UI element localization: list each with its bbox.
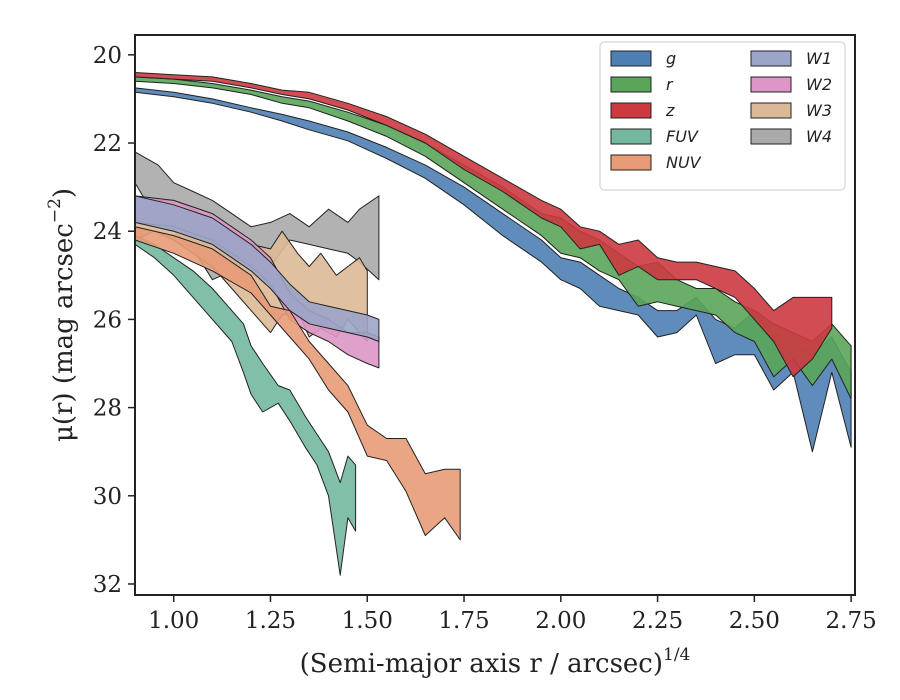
legend-label-nuv: NUV — [666, 153, 702, 172]
legend-label-fuv: FUV — [666, 127, 699, 146]
y-tick-label: 22 — [93, 131, 122, 157]
legend: grz FUV NUV W1 W2 W3 W4 — [599, 41, 846, 191]
x-tick-label: 1.50 — [342, 608, 393, 634]
band-nuv — [134, 226, 461, 541]
band-g — [134, 87, 852, 453]
legend-label-g: g — [666, 49, 676, 68]
legend-swatch-fuv — [610, 128, 652, 145]
legend-label-r: r — [666, 75, 674, 94]
x-tick-label: 1.75 — [438, 608, 489, 634]
legend-swatch-nuv — [610, 154, 652, 171]
legend-swatch-w3 — [750, 102, 792, 119]
legend-label-w4: W4 — [806, 127, 832, 146]
x-axis: 1.00 1.25 1.50 1.75 2.00 2.25 2.50 2.75 — [148, 595, 877, 634]
y-tick-label: 32 — [93, 572, 122, 598]
x-axis-label: (Semi-major axis r / arcsec)1/4 — [300, 645, 691, 679]
legend-label-z: z — [665, 101, 675, 120]
legend-label-w1: W1 — [806, 49, 832, 68]
x-tick-label: 2.75 — [826, 608, 877, 634]
x-tick-label: 1.25 — [245, 608, 296, 634]
legend-label-w2: W2 — [806, 75, 832, 94]
x-tick-label: 1.00 — [148, 608, 199, 634]
legend-swatch-g — [610, 50, 652, 67]
band-w1 — [134, 195, 380, 342]
band-z — [134, 72, 833, 378]
plot-frame — [134, 34, 856, 596]
y-tick-label: 30 — [93, 484, 122, 510]
series-bands — [134, 72, 852, 576]
y-tick-label: 20 — [93, 43, 122, 69]
legend-swatch-w4 — [750, 128, 792, 145]
legend-swatch-w1 — [750, 50, 792, 67]
y-axis: 20 22 24 26 28 30 32 — [93, 43, 135, 598]
legend-label-w3: W3 — [806, 101, 832, 120]
y-tick-label: 28 — [93, 396, 122, 422]
legend-swatch-w2 — [750, 76, 792, 93]
legend-swatch-r — [610, 76, 652, 93]
band-fuv — [134, 235, 357, 576]
y-tick-label: 24 — [93, 219, 122, 245]
legend-swatch-z — [610, 102, 652, 119]
y-axis-label: μ(r) (mag arcsec−2) — [45, 188, 79, 442]
x-tick-label: 2.25 — [632, 608, 683, 634]
x-tick-label: 2.50 — [729, 608, 780, 634]
x-tick-label: 2.00 — [535, 608, 586, 634]
y-tick-label: 26 — [93, 307, 122, 333]
